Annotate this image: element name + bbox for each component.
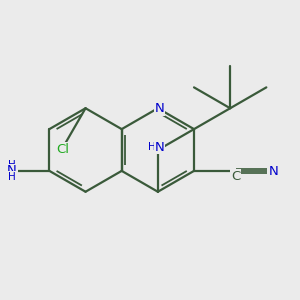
- Text: N: N: [155, 103, 164, 116]
- Text: N: N: [7, 164, 17, 177]
- Text: H: H: [8, 172, 16, 182]
- Text: Cl: Cl: [56, 143, 69, 156]
- Text: H: H: [148, 142, 155, 152]
- Text: N: N: [155, 141, 164, 154]
- Text: C: C: [231, 170, 240, 183]
- Text: N: N: [268, 165, 278, 178]
- Text: H: H: [8, 160, 16, 170]
